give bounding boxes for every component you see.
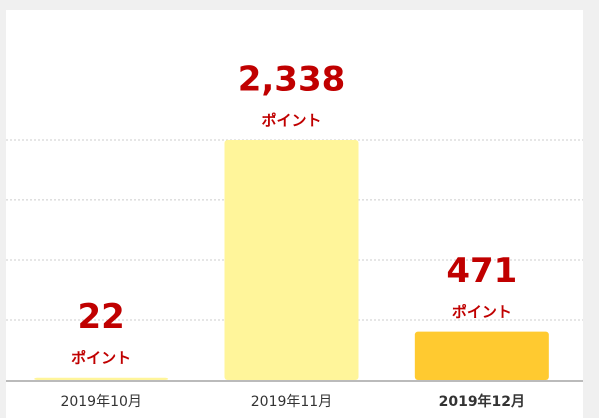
bar <box>414 331 549 380</box>
value-label: 471 <box>446 251 517 291</box>
x-tick-label: 2019年10月 <box>60 394 141 410</box>
x-tick-label: 2019年12月 <box>439 393 525 410</box>
bar <box>224 139 359 380</box>
value-label: 22 <box>78 297 125 337</box>
value-unit: ポイント <box>71 349 131 367</box>
bar <box>34 377 169 380</box>
x-tick-label: 2019年11月 <box>251 394 332 410</box>
value-unit: ポイント <box>261 111 321 129</box>
value-label: 2,338 <box>238 59 346 99</box>
value-unit: ポイント <box>452 303 512 321</box>
